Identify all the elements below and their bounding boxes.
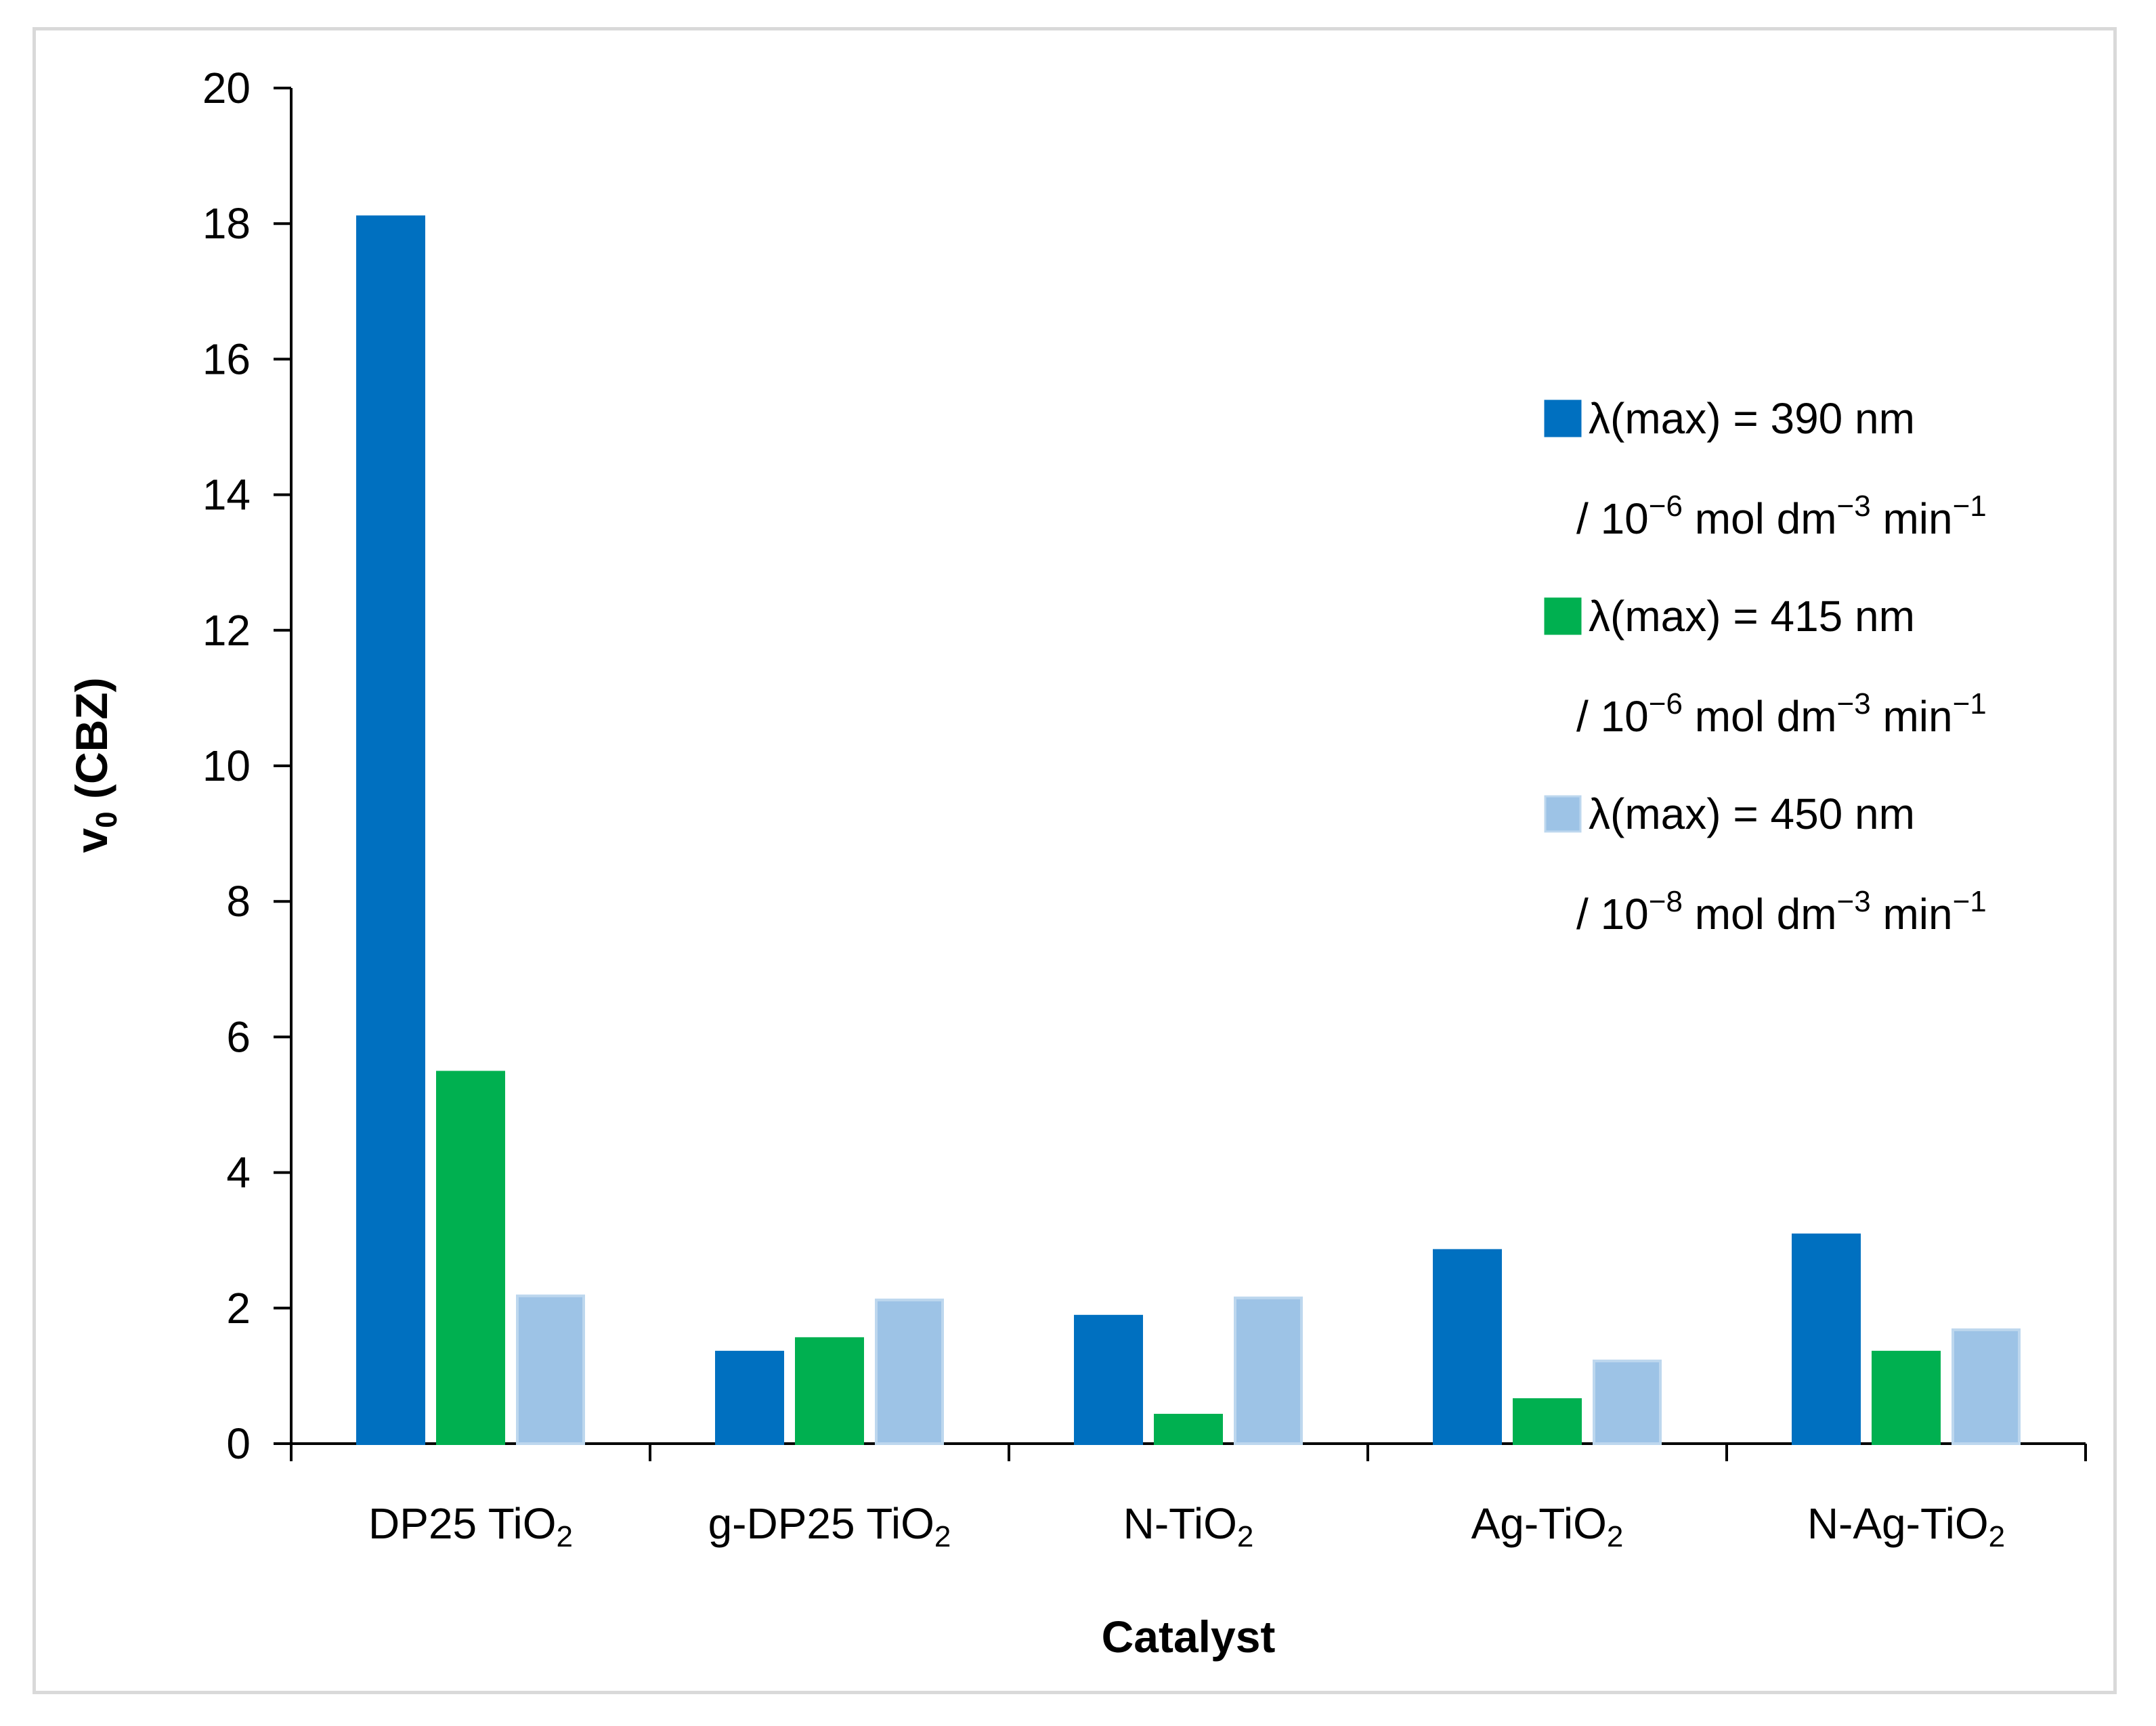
y-tick-label: 10: [202, 741, 251, 790]
y-axis-title: v0 (CBZ): [66, 677, 123, 853]
bar: [795, 1337, 864, 1445]
x-tick-label: DP25 TiO2: [368, 1499, 573, 1553]
bar: [516, 1294, 585, 1445]
legend-swatch: [1544, 400, 1582, 437]
x-tick-label: g-DP25 TiO2: [708, 1499, 951, 1553]
bar: [1792, 1233, 1861, 1446]
y-tick-label: 12: [202, 606, 251, 655]
bar: [1872, 1350, 1941, 1445]
x-tick-label: Ag-TiO2: [1471, 1499, 1624, 1553]
bar: [1234, 1296, 1303, 1446]
y-tick-label: 0: [226, 1419, 251, 1468]
labels: 0 2 4 6 8 10 12 14 16 18 20 DP25 TiO2 g-DP25 TiO2 N-T…: [66, 64, 2005, 1662]
legend-label: λ(max) = 390 nm: [1589, 394, 1915, 443]
x-tick-label: N-Ag-TiO2: [1807, 1499, 2005, 1553]
legend-unit: / 10−6 mol dm−3 min−1: [1576, 687, 1987, 741]
y-tick-label: 20: [202, 64, 251, 112]
legend-swatch: [1544, 597, 1582, 635]
bar: [1074, 1314, 1143, 1446]
y-tick-label: 8: [226, 877, 251, 926]
y-tick-label: 18: [202, 199, 251, 248]
bar: [1952, 1328, 2021, 1446]
bar: [1433, 1249, 1502, 1445]
legend-unit: / 10−6 mol dm−3 min−1: [1576, 490, 1987, 543]
bar: [356, 215, 425, 1446]
bar: [436, 1071, 505, 1445]
y-tick-label: 6: [226, 1012, 251, 1061]
legend-label: λ(max) = 415 nm: [1589, 592, 1915, 641]
legend: λ(max) = 390 nm / 10−6 mol dm−3 min−1 λ(ma…: [1544, 394, 1987, 938]
legend-label: λ(max) = 450 nm: [1589, 790, 1915, 838]
bar: [1154, 1413, 1223, 1446]
x-tick-label: N-TiO2: [1123, 1499, 1254, 1553]
bar: [875, 1298, 944, 1445]
bars: [356, 215, 2021, 1446]
y-tick-label: 4: [226, 1148, 251, 1197]
legend-unit: / 10−8 mol dm−3 min−1: [1576, 885, 1987, 938]
bar: [715, 1350, 784, 1445]
y-tick-label: 16: [202, 335, 251, 383]
y-tick-label: 2: [226, 1284, 251, 1333]
y-tick-label: 14: [202, 471, 251, 519]
bar: [1593, 1359, 1662, 1446]
legend-swatch: [1544, 795, 1582, 833]
bar: [1513, 1398, 1582, 1446]
x-axis-title: Catalyst: [1102, 1612, 1276, 1662]
y-axis-title-group: v0 (CBZ): [66, 677, 123, 853]
